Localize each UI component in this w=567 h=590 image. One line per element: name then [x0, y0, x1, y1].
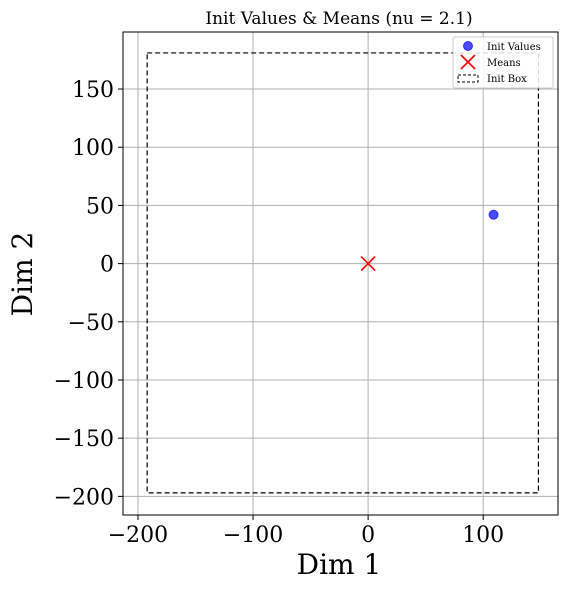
y-tick-label: −100: [54, 369, 114, 394]
init-box: [146, 52, 540, 494]
y-tick-label: −200: [54, 485, 114, 510]
legend-marker-stroke: [460, 54, 476, 70]
x-axis-label: Dim 1: [297, 548, 382, 581]
x-tick-label: −100: [223, 523, 283, 548]
x-axis-ticks: −200 −100 0 100: [108, 515, 504, 548]
legend-label: Init Box: [487, 74, 527, 85]
x-tick-label: 100: [462, 523, 504, 548]
plot-frame: [122, 31, 559, 516]
grid: [123, 32, 558, 515]
x-tick-label: −200: [108, 523, 168, 548]
y-axis-label: Dim 2: [6, 232, 39, 317]
y-tick-label: 0: [100, 253, 114, 278]
legend-label: Init Values: [487, 42, 541, 53]
y-tick-label: −50: [68, 311, 114, 336]
mean-marker: [360, 256, 376, 272]
data-points: [360, 209, 499, 272]
chart-title: Init Values & Means (nu = 2.1): [205, 9, 472, 29]
legend-marker-means: [460, 54, 476, 70]
y-axis-ticks: −200 −150 −100 −50 0 50 100 150: [54, 78, 123, 510]
legend: Init Values Means Init Box: [452, 36, 554, 89]
legend-label: Means: [487, 58, 521, 69]
legend-marker-init-box: [457, 74, 479, 83]
y-tick-label: 100: [72, 136, 114, 161]
mean-marker-stroke: [360, 256, 376, 272]
legend-marker-init-values: [463, 41, 473, 51]
y-tick-label: 150: [72, 78, 114, 103]
y-tick-label: −150: [54, 427, 114, 452]
x-tick-label: 0: [361, 523, 375, 548]
init-value-point: [488, 209, 499, 220]
y-tick-label: 50: [86, 194, 114, 219]
